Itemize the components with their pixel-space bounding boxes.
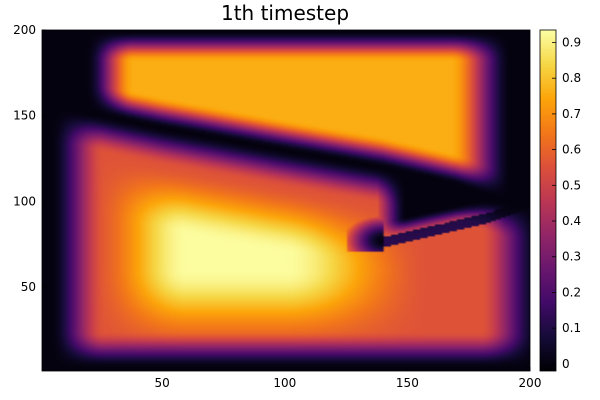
colorbar-tick-label: 0.1 xyxy=(562,321,581,335)
colorbar-frame xyxy=(539,29,557,372)
colorbar-tick-label: 0.2 xyxy=(562,285,581,299)
x-tick-label: 100 xyxy=(273,376,296,390)
colorbar-tick-label: 0.8 xyxy=(562,71,581,85)
x-tick-label: 50 xyxy=(155,376,170,390)
colorbar-tick-label: 0.3 xyxy=(562,250,581,264)
y-tick-label: 150 xyxy=(13,109,36,123)
y-tick-label: 50 xyxy=(21,280,36,294)
chart-title: 1th timestep xyxy=(221,1,349,25)
colorbar: 0 0.1 0.2 0.3 0.4 0.5 0.6 0.7 0.8 0.9 xyxy=(539,29,581,372)
colorbar-tick-label: 0.6 xyxy=(562,143,581,157)
plot-frame xyxy=(41,29,531,372)
plot-area xyxy=(41,29,531,372)
x-tick-label: 200 xyxy=(519,376,542,390)
colorbar-tick-label: 0.4 xyxy=(562,214,581,228)
y-tick-label: 200 xyxy=(13,23,36,37)
x-tick-label: 150 xyxy=(396,376,419,390)
colorbar-tick-label: 0.9 xyxy=(562,35,581,49)
heatmap-image xyxy=(42,30,530,371)
colorbar-tick-label: 0.5 xyxy=(562,178,581,192)
y-tick-label: 100 xyxy=(13,194,36,208)
x-axis: 50 100 150 200 xyxy=(155,367,542,390)
colorbar-tick-label: 0 xyxy=(562,357,570,371)
colorbar-gradient xyxy=(540,30,556,371)
colorbar-ticks: 0 0.1 0.2 0.3 0.4 0.5 0.6 0.7 0.8 0.9 xyxy=(552,35,581,371)
y-axis: 50 100 150 200 xyxy=(13,23,46,294)
colorbar-tick-label: 0.7 xyxy=(562,107,581,121)
